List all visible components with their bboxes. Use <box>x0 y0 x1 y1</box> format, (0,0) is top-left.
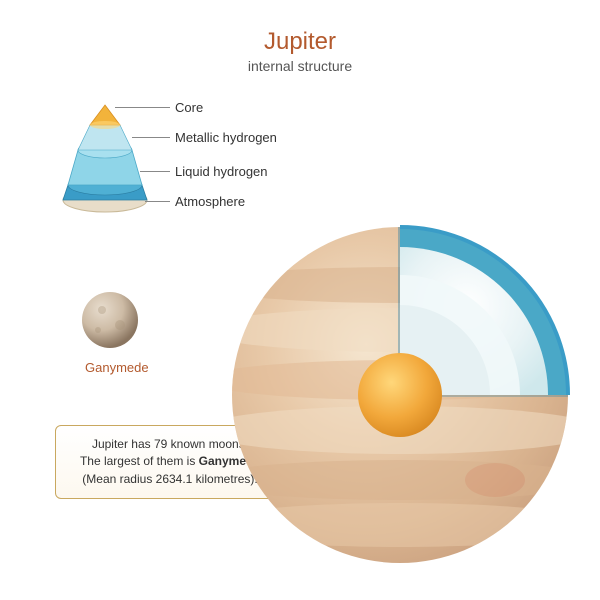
leader-line-liquid <box>140 171 170 172</box>
leader-line-core <box>115 107 170 108</box>
label-liquid: Liquid hydrogen <box>175 164 268 179</box>
jupiter-planet <box>230 225 580 580</box>
info-line2-pre: The largest of them is <box>80 454 199 468</box>
leader-line-atmosphere <box>145 201 170 202</box>
page-subtitle: internal structure <box>0 58 600 74</box>
label-core: Core <box>175 100 203 115</box>
info-line1: Jupiter has 79 known moons. <box>92 437 248 451</box>
cone-diagram-icon <box>60 100 150 220</box>
page-title: Jupiter <box>0 28 600 56</box>
jupiter-cutaway-icon <box>230 225 580 575</box>
ganymede-moon <box>80 290 140 355</box>
leader-line-metallic <box>132 137 170 138</box>
label-atmosphere: Atmosphere <box>175 194 245 209</box>
ganymede-label: Ganymede <box>85 360 149 375</box>
cone-legend <box>60 100 150 225</box>
ganymede-icon <box>80 290 140 350</box>
title-block: Jupiter internal structure <box>0 28 600 74</box>
label-metallic: Metallic hydrogen <box>175 130 277 145</box>
